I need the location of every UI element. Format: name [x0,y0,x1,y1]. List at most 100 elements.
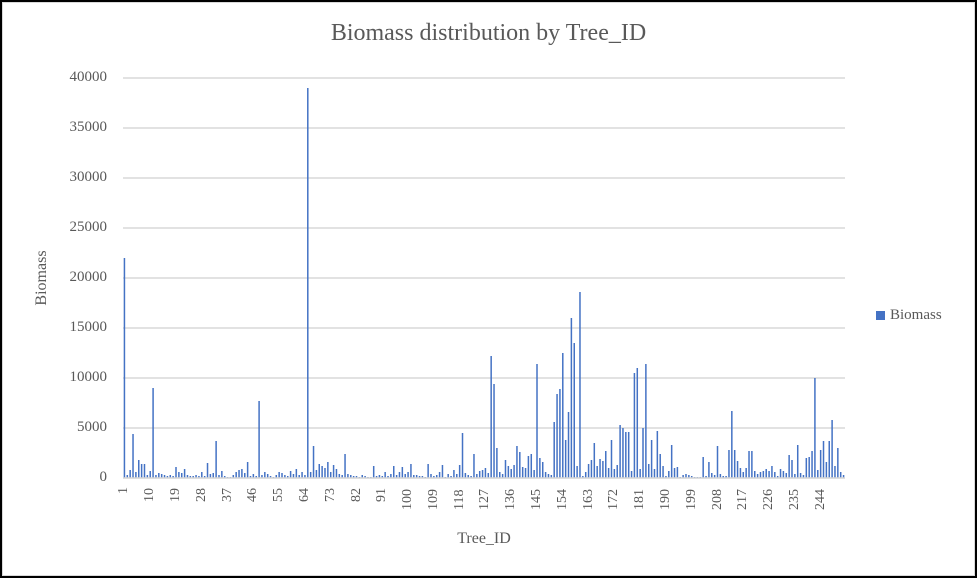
bar [822,441,825,478]
bar [610,440,613,478]
bar [415,475,418,478]
x-tick-label: 28 [193,488,209,502]
bar [536,364,538,478]
bar [682,475,684,478]
bar [527,456,530,478]
bar [602,461,604,478]
bar [533,470,535,478]
bar [550,475,553,478]
bar [143,464,146,478]
x-tick-label: 55 [271,488,287,502]
bar [195,475,197,478]
bar [218,475,220,478]
bar [232,475,235,478]
bar [837,448,839,478]
bar [175,467,177,478]
bar [828,441,830,478]
bar [490,356,492,478]
bar [627,432,630,478]
bar [309,472,312,478]
bar [668,471,670,478]
bar [252,474,255,478]
bar [244,473,246,478]
bar [209,474,212,478]
bar [149,471,151,478]
x-tick-label: 172 [606,489,622,510]
bar [814,378,816,478]
y-tick-label: 15000 [69,319,108,335]
bar [576,466,578,478]
bar [212,473,214,478]
bar [481,470,484,478]
bar [510,469,512,478]
y-tick-label: 0 [99,469,108,485]
bar [541,462,544,478]
bar [321,466,323,478]
bar [146,475,149,478]
bar [129,470,131,478]
bar [799,473,802,478]
bar [519,452,521,478]
bar [264,472,266,478]
bar [722,476,724,478]
bar [401,467,404,478]
bar [441,465,444,478]
bar [286,476,289,478]
bar [596,466,598,478]
x-tick-label: 163 [580,489,596,510]
bar [796,445,799,478]
bar [754,471,756,478]
bar [152,388,154,478]
bar [607,468,610,478]
bar [169,475,172,478]
bar [456,474,458,478]
bar [507,466,510,478]
bar [736,461,739,478]
bar [135,472,137,478]
bar [768,471,770,478]
legend-label-biomass: Biomass [890,307,942,323]
x-tick-label: 10 [142,488,158,502]
bar [410,464,412,478]
bar [713,475,716,478]
x-tick-label: 46 [245,488,261,502]
bar [685,474,687,478]
bar [794,474,796,478]
bar [642,428,644,478]
x-tick-label: 244 [812,489,828,510]
bar [559,389,561,478]
bar [427,464,429,478]
bar [246,462,249,478]
bar [235,472,237,478]
bar [719,474,722,478]
bar [579,292,581,478]
bar [132,434,134,478]
bar [430,474,432,478]
y-tick-label: 5000 [77,419,107,435]
bar [553,422,555,478]
bar [123,258,126,478]
x-tick-label: 100 [400,489,416,510]
bar [338,474,341,478]
bar [688,475,690,478]
x-tick-label: 190 [657,489,673,510]
bar [702,457,704,478]
x-tick-label: 19 [168,488,183,502]
y-tick-label: 30000 [69,169,108,185]
bar [582,476,584,478]
bar [201,472,203,478]
y-tick-label: 25000 [69,219,108,235]
bar [183,469,186,478]
bar [584,472,587,478]
bar [352,476,355,478]
bar [656,431,659,478]
x-tick-label: 109 [425,489,441,510]
bar [625,432,627,478]
bar [808,457,810,478]
bar [476,474,478,478]
bar [413,475,415,478]
bar [762,471,765,478]
bar [478,471,481,478]
bar [725,476,727,478]
bar [192,476,194,478]
